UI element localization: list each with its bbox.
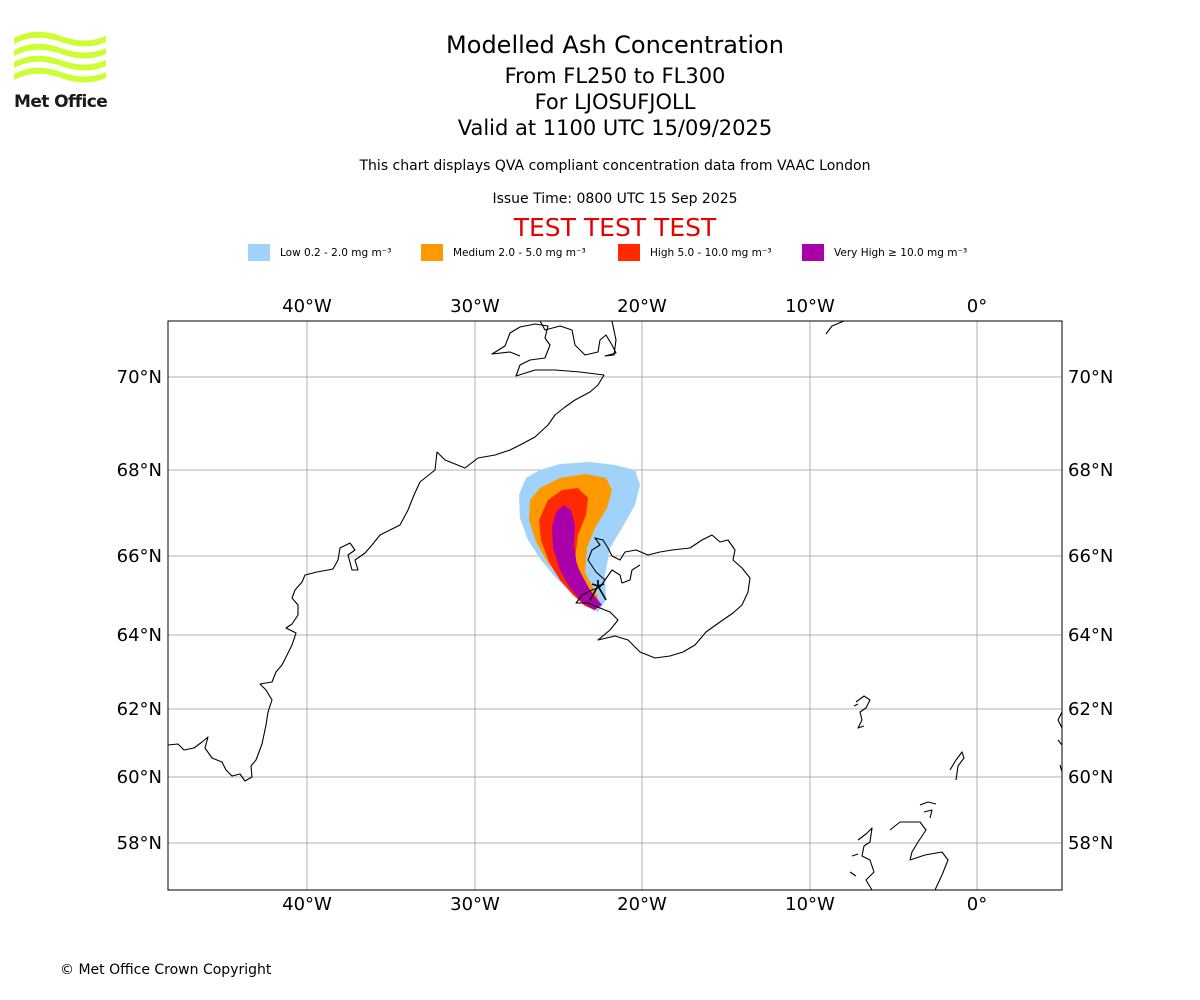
map-frame bbox=[167, 320, 1063, 891]
ash-plume bbox=[519, 462, 640, 612]
volcano-symbol bbox=[589, 580, 607, 601]
shetland-islands bbox=[949, 751, 965, 781]
lat-label-left: 64°N bbox=[117, 625, 162, 646]
logo-text: Met Office bbox=[14, 92, 108, 112]
longitude-labels-top: 40°W 30°W 20°W 10°W 0° bbox=[282, 296, 987, 317]
map-gridlines bbox=[168, 321, 1062, 890]
greenland-coast bbox=[168, 323, 605, 782]
legend: Low 0.2 - 2.0 mg m⁻³ Medium 2.0 - 5.0 mg… bbox=[0, 244, 1200, 264]
lon-label-bottom: 10°W bbox=[785, 894, 835, 915]
lat-label-right: 62°N bbox=[1068, 699, 1113, 720]
faroe-islands bbox=[855, 695, 871, 729]
lon-label-bottom: 30°W bbox=[450, 894, 500, 915]
lat-label-left: 66°N bbox=[117, 546, 162, 567]
legend-swatch-low bbox=[248, 244, 270, 261]
chart-description: This chart displays QVA compliant concen… bbox=[359, 158, 871, 174]
lon-label-bottom: 20°W bbox=[617, 894, 667, 915]
ash-region-very-high bbox=[552, 505, 602, 610]
lon-label-top: 10°W bbox=[785, 296, 835, 317]
lat-label-right: 68°N bbox=[1068, 460, 1113, 481]
legend-item-medium: Medium 2.0 - 5.0 mg m⁻³ bbox=[421, 244, 586, 261]
lat-label-left: 60°N bbox=[117, 767, 162, 788]
legend-item-low: Low 0.2 - 2.0 mg m⁻³ bbox=[248, 244, 391, 261]
lat-label-left: 58°N bbox=[117, 833, 162, 854]
lat-label-left: 62°N bbox=[117, 699, 162, 720]
scotland-coast bbox=[889, 801, 949, 890]
lon-label-top: 30°W bbox=[450, 296, 500, 317]
lon-label-top: 40°W bbox=[282, 296, 332, 317]
legend-label-low: Low 0.2 - 2.0 mg m⁻³ bbox=[280, 246, 392, 259]
legend-swatch-high bbox=[618, 244, 640, 261]
legend-label-very-high: Very High ≥ 10.0 mg m⁻³ bbox=[834, 246, 968, 259]
iceland-coast bbox=[575, 534, 751, 659]
legend-item-high: High 5.0 - 10.0 mg m⁻³ bbox=[618, 244, 772, 261]
lat-label-left: 68°N bbox=[117, 460, 162, 481]
lon-label-top: 0° bbox=[967, 296, 987, 317]
lon-label-top: 20°W bbox=[617, 296, 667, 317]
lat-label-right: 70°N bbox=[1068, 367, 1113, 388]
test-banner: TEST TEST TEST bbox=[513, 213, 717, 242]
valid-time: Valid at 1100 UTC 15/09/2025 bbox=[457, 116, 773, 140]
lat-label-right: 64°N bbox=[1068, 625, 1113, 646]
lon-label-bottom: 0° bbox=[967, 894, 987, 915]
met-office-logo: Met Office bbox=[14, 30, 108, 114]
lon-label-bottom: 40°W bbox=[282, 894, 332, 915]
norway-coast bbox=[1057, 711, 1062, 773]
lat-label-right: 60°N bbox=[1068, 767, 1113, 788]
legend-label-high: High 5.0 - 10.0 mg m⁻³ bbox=[650, 246, 772, 259]
issue-time: Issue Time: 0800 UTC 15 Sep 2025 bbox=[492, 191, 738, 207]
longitude-labels-bottom: 40°W 30°W 20°W 10°W 0° bbox=[282, 894, 987, 915]
flight-levels: From FL250 to FL300 bbox=[504, 64, 726, 88]
legend-swatch-very-high bbox=[802, 244, 824, 261]
legend-swatch-medium bbox=[421, 244, 443, 261]
latitude-labels-left: 70°N 68°N 66°N 64°N 62°N 60°N 58°N bbox=[117, 367, 162, 854]
lat-label-left: 70°N bbox=[117, 367, 162, 388]
volcano-name: For LJOSUFJOLL bbox=[534, 90, 696, 114]
lat-label-right: 66°N bbox=[1068, 546, 1113, 567]
chart-title: Modelled Ash Concentration bbox=[446, 31, 784, 59]
lat-label-right: 58°N bbox=[1068, 833, 1113, 854]
logo-waves-icon bbox=[14, 31, 106, 83]
latitude-labels-right: 70°N 68°N 66°N 64°N 62°N 60°N 58°N bbox=[1068, 367, 1113, 854]
copyright-notice: © Met Office Crown Copyright bbox=[60, 962, 272, 978]
coastlines bbox=[168, 321, 1062, 890]
legend-label-medium: Medium 2.0 - 5.0 mg m⁻³ bbox=[453, 246, 586, 259]
legend-item-very-high: Very High ≥ 10.0 mg m⁻³ bbox=[802, 244, 967, 261]
